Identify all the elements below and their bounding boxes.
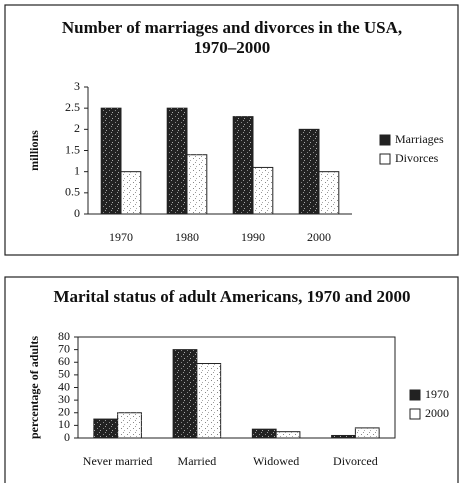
bar-texture (173, 349, 197, 438)
chart-title: Number of marriages and divorces in the … (61, 18, 403, 57)
x-tick-label: 1970 (109, 230, 133, 244)
bar-texture (319, 171, 339, 214)
bar-texture (93, 419, 118, 438)
panel-frame (4, 276, 459, 483)
legend-swatch (379, 153, 391, 165)
y-tick-label: 10 (58, 417, 70, 431)
x-tick-label: 1990 (241, 230, 265, 244)
y-tick-label: 0 (64, 430, 70, 444)
x-tick-label: 2000 (307, 230, 331, 244)
y-tick-label: 1.5 (65, 142, 80, 156)
x-tick-label: 1980 (175, 230, 199, 244)
y-tick-label: 30 (58, 392, 70, 406)
bar-texture (276, 431, 300, 438)
legend-label: Marriages (395, 132, 444, 146)
y-tick-label: 2 (74, 121, 80, 135)
y-tick-label: 1 (74, 163, 80, 177)
y-axis-label: millions (27, 130, 41, 171)
y-axis-label: percentage of adults (27, 336, 41, 439)
legend-swatch (409, 389, 421, 401)
bar-texture (187, 154, 207, 214)
y-tick-label: 50 (58, 367, 70, 381)
legend-label: 1970 (425, 387, 449, 401)
bar-texture (167, 108, 187, 214)
bar-texture (121, 171, 141, 214)
bar-texture (331, 435, 356, 438)
legend-label: Divorces (395, 151, 439, 165)
y-tick-label: 0.5 (65, 185, 80, 199)
y-tick-label: 0 (74, 206, 80, 220)
y-tick-label: 80 (58, 329, 70, 343)
y-tick-label: 70 (58, 341, 70, 355)
bar-texture (253, 167, 273, 214)
bar-texture (233, 116, 253, 214)
legend-label: 2000 (425, 406, 449, 420)
chart-title: Marital status of adult Americans, 1970 … (53, 287, 411, 306)
bar-texture (355, 427, 380, 438)
bar-texture (196, 363, 221, 438)
legend-swatch (409, 408, 421, 420)
x-tick-label: Never married (83, 454, 153, 468)
x-tick-label: Married (178, 454, 217, 468)
bar-texture (101, 108, 121, 214)
y-tick-label: 40 (58, 379, 70, 393)
y-tick-label: 2.5 (65, 100, 80, 114)
y-tick-label: 20 (58, 405, 70, 419)
y-tick-label: 60 (58, 354, 70, 368)
y-tick-label: 3 (74, 79, 80, 93)
bar-texture (299, 129, 319, 214)
bar-texture (117, 412, 142, 438)
legend-swatch (379, 134, 391, 146)
panel-frame (4, 4, 459, 256)
x-tick-label: Widowed (253, 454, 299, 468)
x-tick-label: Divorced (333, 454, 378, 468)
bar-texture (252, 429, 277, 438)
